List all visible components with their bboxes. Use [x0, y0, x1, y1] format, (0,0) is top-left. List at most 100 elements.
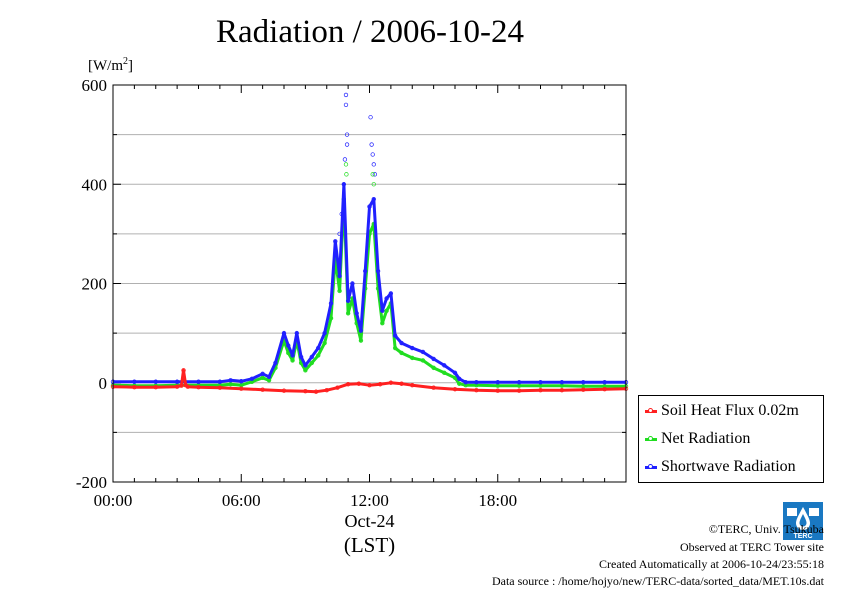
series-point-shortwave-radiation	[431, 356, 436, 362]
series-point-soil-heat-flux-0-02m	[399, 381, 404, 386]
series-point-soil-heat-flux-0-02m	[474, 387, 479, 393]
series-point-shortwave-radiation	[239, 379, 244, 384]
series-point-soil-heat-flux-0-02m	[281, 388, 287, 393]
series-point-shortwave-radiation	[354, 311, 359, 316]
plot-frame	[112, 84, 627, 483]
series-point-soil-heat-flux-0-02m	[431, 385, 436, 390]
outlier-point	[370, 152, 375, 157]
series-point-net-radiation	[457, 381, 462, 386]
outlier-point	[343, 92, 349, 98]
series-point-shortwave-radiation	[602, 380, 607, 385]
series-point-shortwave-radiation	[303, 363, 308, 368]
series-point-shortwave-radiation	[559, 380, 565, 385]
series-point-soil-heat-flux-0-02m	[367, 383, 372, 388]
outlier-point	[343, 162, 349, 167]
legend-swatch-shortwave-radiation	[645, 463, 657, 469]
series-point-net-radiation	[384, 308, 389, 313]
series-point-soil-heat-flux-0-02m	[179, 383, 184, 388]
series-point-shortwave-radiation	[392, 333, 398, 338]
outlier-point	[343, 102, 349, 107]
series-point-net-radiation	[322, 340, 327, 346]
series-point-net-radiation	[431, 365, 436, 371]
series-point-shortwave-radiation	[249, 376, 255, 381]
footer-created: Created Automatically at 2006-10-24/23:5…	[599, 557, 824, 571]
series-point-shortwave-radiation	[350, 281, 355, 286]
series-point-net-radiation	[380, 321, 385, 326]
series-point-soil-heat-flux-0-02m	[356, 381, 362, 386]
legend-item-soil-heat-flux: Soil Heat Flux 0.02m	[645, 400, 799, 422]
logo-text: TERC	[793, 533, 812, 540]
ytick-label: 0	[99, 374, 108, 393]
series-point-shortwave-radiation	[266, 374, 272, 379]
terc-logo: TERC	[783, 502, 823, 540]
series-point-soil-heat-flux-0-02m	[516, 388, 522, 393]
series-point-soil-heat-flux-0-02m	[581, 387, 586, 392]
series-point-shortwave-radiation	[380, 308, 385, 313]
y-unit-label: [W/m2]	[88, 56, 133, 74]
footer-copyright: ©TERC, Univ. Tsukuba	[708, 522, 824, 536]
legend-label-shortwave-radiation: Shortwave Radiation	[661, 458, 796, 475]
series-point-shortwave-radiation	[495, 380, 500, 385]
series-point-shortwave-radiation	[375, 268, 381, 274]
series-point-shortwave-radiation	[457, 376, 462, 381]
ytick-label: 600	[82, 76, 108, 95]
series-point-shortwave-radiation	[286, 343, 291, 348]
series-point-shortwave-radiation	[345, 298, 351, 304]
series-point-soil-heat-flux-0-02m	[602, 387, 607, 392]
series-point-soil-heat-flux-0-02m	[559, 387, 565, 393]
outlier-point	[344, 132, 350, 137]
series-point-shortwave-radiation	[420, 349, 426, 355]
legend-swatch-net-radiation	[645, 435, 657, 441]
series-point-soil-heat-flux-0-02m	[303, 388, 308, 394]
series-point-shortwave-radiation	[341, 182, 347, 187]
series-group	[110, 92, 629, 394]
series-point-shortwave-radiation	[260, 371, 265, 377]
series-point-soil-heat-flux-0-02m	[313, 389, 319, 394]
ytick-label: 400	[82, 175, 108, 194]
series-point-soil-heat-flux-0-02m	[345, 382, 351, 387]
series-point-net-radiation	[316, 353, 321, 358]
series-point-shortwave-radiation	[463, 380, 468, 385]
xtick-label: 12:00	[350, 491, 389, 510]
axis-labels: -200 0 200 400 600 00:00 06:00 12:00 18:00 Oct-24…	[76, 56, 517, 557]
series-point-shortwave-radiation	[410, 345, 415, 351]
series-line-soil-heat-flux-0-02m	[112, 368, 627, 394]
legend-label-net-radiation: Net Radiation	[661, 430, 751, 447]
outlier-point	[371, 162, 376, 167]
footer-source: Data source : /home/hojyo/new/TERC-data/…	[491, 574, 824, 588]
chart-title: Radiation / 2006-10-24	[216, 14, 524, 50]
series-point-shortwave-radiation	[217, 379, 223, 384]
series-point-soil-heat-flux-0-02m	[217, 385, 223, 390]
series-point-net-radiation	[442, 370, 447, 376]
outlier-point	[368, 115, 373, 120]
series-point-shortwave-radiation	[316, 345, 321, 351]
ytick-label: -200	[76, 473, 107, 492]
xtick-label: 18:00	[478, 491, 517, 510]
series-point-soil-heat-flux-0-02m	[410, 383, 415, 388]
x-axis-label: (LST)	[344, 533, 395, 557]
outlier-point	[342, 157, 348, 162]
series-point-soil-heat-flux-0-02m	[324, 387, 329, 393]
series-point-soil-heat-flux-0-02m	[452, 387, 458, 392]
xtick-label: 00:00	[94, 491, 133, 510]
series-point-shortwave-radiation	[328, 301, 334, 306]
series-point-shortwave-radiation	[399, 340, 404, 346]
outlier-point	[337, 231, 342, 237]
legend-swatch-soil-heat-flux	[645, 407, 657, 413]
series-point-net-radiation	[345, 311, 351, 316]
series-point-net-radiation	[420, 358, 426, 363]
series-point-shortwave-radiation	[196, 379, 201, 384]
y-unit-close: ]	[128, 58, 133, 74]
legend-item-shortwave-radiation: Shortwave Radiation	[645, 456, 796, 478]
series-point-shortwave-radiation	[333, 239, 338, 244]
series-point-shortwave-radiation	[442, 363, 447, 368]
legend-item-net-radiation: Net Radiation	[645, 428, 750, 450]
series-line-shortwave-radiation	[113, 182, 626, 384]
series-point-net-radiation	[358, 338, 364, 343]
y-unit-sup: 2	[123, 56, 128, 67]
series-point-soil-heat-flux-0-02m	[260, 387, 265, 392]
series-point-soil-heat-flux-0-02m	[538, 387, 543, 393]
series-point-net-radiation	[290, 358, 295, 363]
y-unit-text: [W/m	[88, 58, 123, 74]
